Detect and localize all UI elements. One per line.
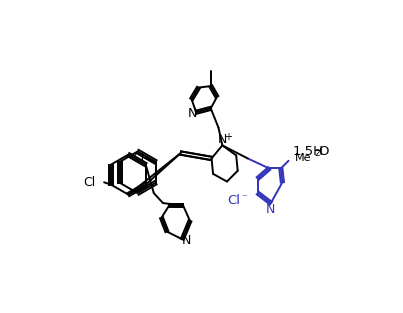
Text: Cl: Cl (133, 151, 145, 165)
Text: ⁻: ⁻ (242, 193, 247, 203)
Text: 1.5H: 1.5H (293, 145, 323, 158)
Text: +: + (224, 132, 232, 142)
Text: N: N (266, 203, 276, 216)
Text: O: O (318, 145, 328, 158)
Text: N: N (218, 133, 227, 146)
Text: N: N (182, 234, 191, 247)
Text: 2: 2 (314, 149, 320, 158)
Text: Me: Me (295, 153, 311, 163)
Text: Cl: Cl (83, 176, 96, 189)
Text: Cl: Cl (227, 194, 240, 207)
Text: N: N (188, 107, 197, 120)
